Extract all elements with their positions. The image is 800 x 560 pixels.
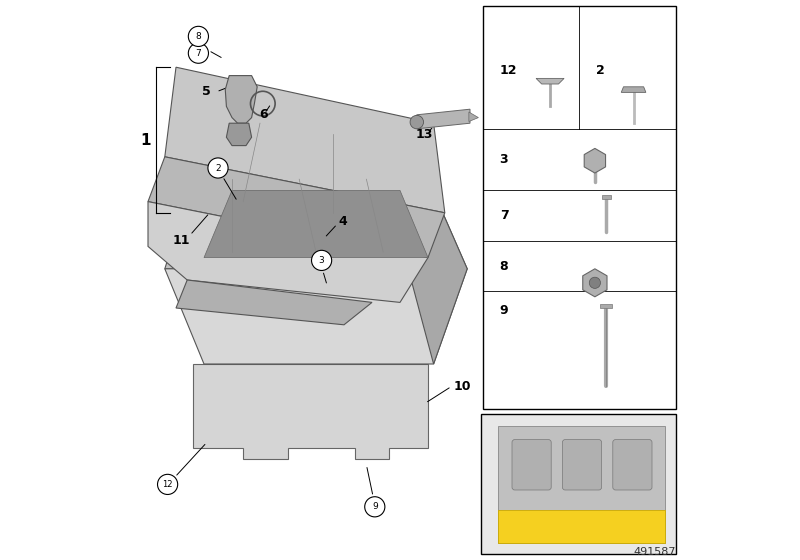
FancyBboxPatch shape bbox=[613, 440, 652, 490]
Polygon shape bbox=[498, 510, 665, 543]
Polygon shape bbox=[193, 364, 428, 459]
Polygon shape bbox=[165, 269, 467, 364]
Text: 6: 6 bbox=[259, 108, 267, 122]
Text: 2: 2 bbox=[596, 63, 605, 77]
Text: 5: 5 bbox=[202, 85, 211, 99]
Text: 8: 8 bbox=[195, 32, 202, 41]
Circle shape bbox=[188, 26, 209, 46]
FancyBboxPatch shape bbox=[602, 195, 610, 199]
FancyBboxPatch shape bbox=[483, 6, 676, 409]
Text: 7: 7 bbox=[500, 209, 509, 222]
FancyBboxPatch shape bbox=[562, 440, 602, 490]
Circle shape bbox=[188, 43, 209, 63]
Polygon shape bbox=[622, 87, 646, 92]
Circle shape bbox=[365, 497, 385, 517]
Polygon shape bbox=[148, 157, 445, 258]
Text: 12: 12 bbox=[162, 480, 173, 489]
Circle shape bbox=[590, 277, 601, 288]
Circle shape bbox=[158, 474, 178, 494]
Text: 3: 3 bbox=[500, 153, 508, 166]
Polygon shape bbox=[411, 179, 467, 364]
Polygon shape bbox=[165, 179, 467, 269]
Polygon shape bbox=[165, 67, 445, 213]
Polygon shape bbox=[498, 426, 665, 543]
Polygon shape bbox=[417, 109, 470, 129]
Polygon shape bbox=[148, 202, 428, 302]
Text: 491587: 491587 bbox=[633, 547, 675, 557]
Text: 11: 11 bbox=[173, 234, 190, 248]
Polygon shape bbox=[536, 78, 564, 84]
Text: 10: 10 bbox=[453, 380, 470, 393]
Circle shape bbox=[410, 115, 423, 129]
Text: 3: 3 bbox=[318, 256, 325, 265]
Text: 7: 7 bbox=[195, 49, 202, 58]
FancyBboxPatch shape bbox=[481, 414, 676, 554]
Polygon shape bbox=[226, 76, 258, 123]
Circle shape bbox=[311, 250, 332, 270]
Polygon shape bbox=[204, 190, 428, 258]
FancyBboxPatch shape bbox=[512, 440, 551, 490]
Text: 4: 4 bbox=[338, 214, 347, 228]
Text: 8: 8 bbox=[500, 259, 508, 273]
Polygon shape bbox=[226, 123, 251, 146]
FancyBboxPatch shape bbox=[601, 304, 612, 308]
Polygon shape bbox=[469, 112, 478, 122]
Text: 1: 1 bbox=[140, 133, 150, 147]
Circle shape bbox=[208, 158, 228, 178]
Text: 2: 2 bbox=[215, 164, 221, 172]
Polygon shape bbox=[176, 280, 372, 325]
Text: 12: 12 bbox=[500, 63, 517, 77]
Text: 13: 13 bbox=[415, 128, 433, 141]
Text: 9: 9 bbox=[500, 304, 508, 318]
Text: 9: 9 bbox=[372, 502, 378, 511]
